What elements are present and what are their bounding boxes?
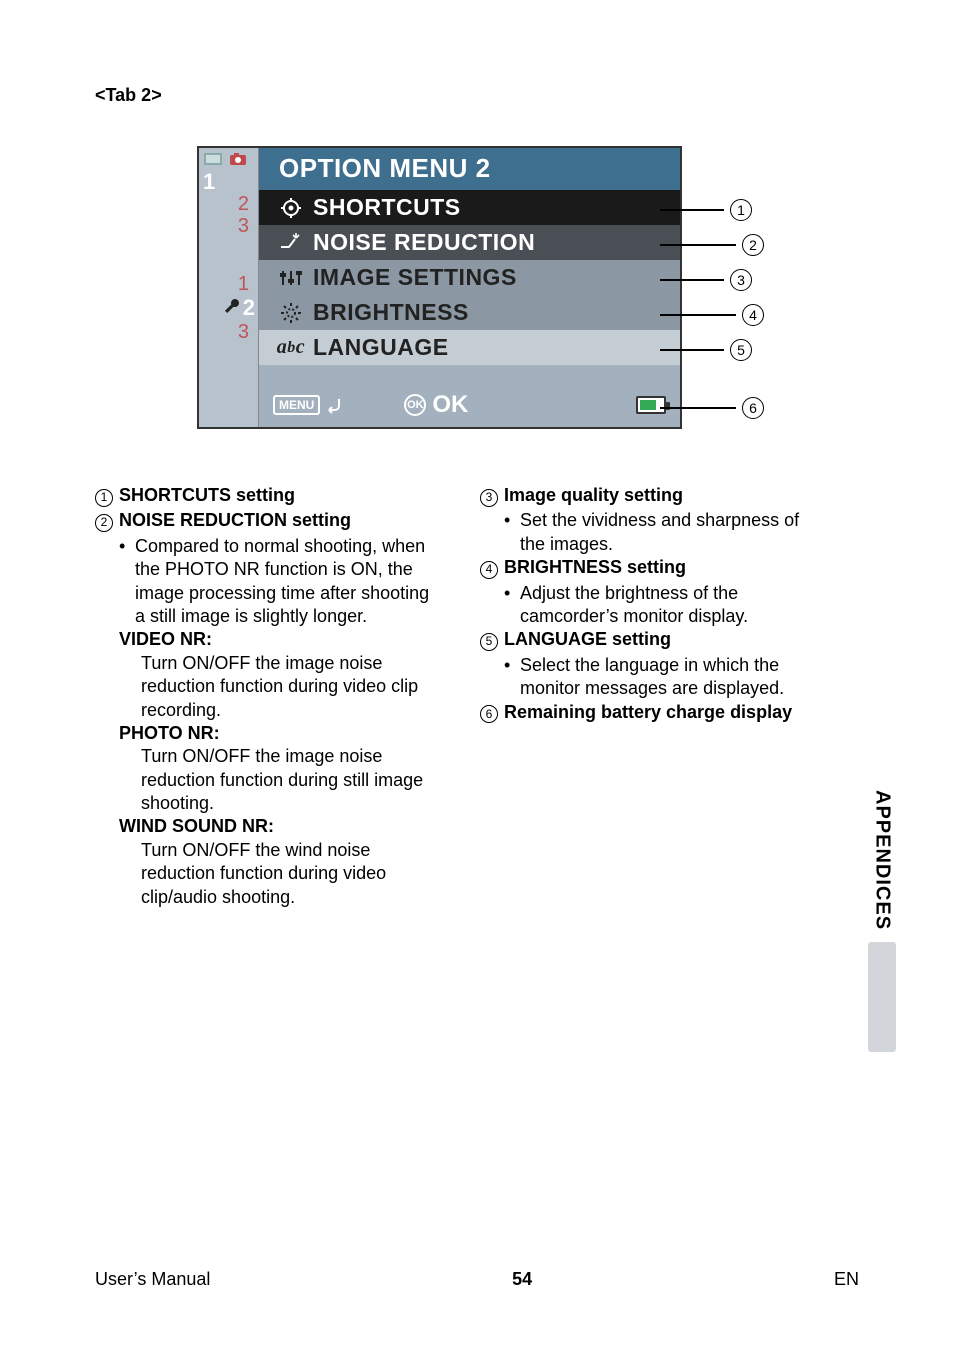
item-title: Image quality setting (504, 485, 683, 505)
bullet-text: Set the vividness and sharpness of the i… (520, 509, 829, 556)
sliders-icon (269, 268, 313, 288)
circled-number: 6 (480, 705, 498, 723)
bullet-text: Adjust the brightness of the camcorder’s… (520, 582, 829, 629)
callout-2: 2 (660, 234, 764, 256)
item-title: BRIGHTNESS setting (504, 557, 686, 577)
circled-number: 2 (95, 514, 113, 532)
lcd-menu-back-hint: MENU (273, 395, 344, 415)
lcd-ok-hint: OK OK (404, 391, 468, 419)
lcd-body: OPTION MENU 2 SHORTCUTS NOISE REDUCTION (259, 148, 680, 427)
language-icon: abc (269, 336, 313, 359)
item-title: Remaining battery charge display (504, 702, 792, 722)
lcd-sidebar-group-1: 1 2 3 (203, 152, 255, 237)
sub-body: Turn ON/OFF the image noise reduction fu… (119, 652, 444, 722)
circled-number: 3 (480, 489, 498, 507)
target-icon (269, 197, 313, 219)
sub-section: WIND SOUND NR: Turn ON/OFF the wind nois… (95, 815, 444, 909)
lcd-menu-label: NOISE REDUCTION (313, 229, 680, 256)
menu-box-icon: MENU (273, 395, 320, 415)
lcd-footer: MENU OK OK (259, 383, 680, 427)
lcd-menu-row-image-settings[interactable]: IMAGE SETTINGS (259, 260, 680, 295)
bullet-line: • Set the vividness and sharpness of the… (480, 509, 829, 556)
callout-6: 6 (660, 397, 764, 419)
lcd-menu-label: LANGUAGE (313, 334, 680, 361)
callout-1: 1 (660, 199, 752, 221)
footer-left: User’s Manual (95, 1269, 210, 1290)
bullet-text: Compared to normal shooting, when the PH… (135, 535, 444, 629)
content-columns: 1 SHORTCUTS setting 2 NOISE REDUCTION se… (95, 484, 859, 909)
right-column: 3 Image quality setting • Set the vividn… (480, 484, 859, 909)
callout-4: 4 (660, 304, 764, 326)
appendices-tab: APPENDICES (868, 790, 896, 1052)
bullet-dot: • (504, 582, 520, 629)
wrench-icon (223, 297, 241, 320)
brightness-icon (269, 302, 313, 324)
lcd-title: OPTION MENU 2 (259, 148, 680, 190)
lcd-menu-row-noise-reduction[interactable]: NOISE REDUCTION (259, 225, 680, 260)
bullet-line: • Compared to normal shooting, when the … (95, 535, 444, 629)
sub-body: Turn ON/OFF the wind noise reduction fun… (119, 839, 444, 909)
callout-5: 5 (660, 339, 752, 361)
lcd-sidebar-group-2: 1 2 3 (203, 273, 255, 343)
item-title: LANGUAGE setting (504, 629, 671, 649)
lcd-sidebar: 1 2 3 1 2 3 (199, 148, 259, 427)
lcd-menu-row-language[interactable]: abc LANGUAGE (259, 330, 680, 365)
lcd-menu-label: SHORTCUTS (313, 194, 680, 221)
sub-body: Turn ON/OFF the image noise reduction fu… (119, 745, 444, 815)
tab-header: <Tab 2> (95, 85, 859, 106)
left-column: 1 SHORTCUTS setting 2 NOISE REDUCTION se… (95, 484, 444, 909)
list-item: 3 Image quality setting (480, 484, 829, 507)
lcd-sidebar-num: 3 (203, 215, 255, 237)
lcd-screenshot: 1 2 3 1 2 3 OPTION MENU 2 (197, 146, 682, 429)
circled-number: 1 (95, 489, 113, 507)
list-item: 6 Remaining battery charge display (480, 701, 829, 724)
list-item: 4 BRIGHTNESS setting (480, 556, 829, 579)
bullet-dot: • (504, 509, 520, 556)
bullet-dot: • (119, 535, 135, 629)
footer-right: EN (834, 1269, 859, 1290)
appendices-tab-block (868, 942, 896, 1052)
bullet-line: • Select the language in which the monit… (480, 654, 829, 701)
lcd-gap (259, 365, 680, 383)
sub-heading: PHOTO NR: (119, 722, 444, 745)
sub-section: PHOTO NR: Turn ON/OFF the image noise re… (95, 722, 444, 816)
bullet-dot: • (504, 654, 520, 701)
camera-icon (229, 152, 247, 171)
circled-number: 4 (480, 561, 498, 579)
bullet-text: Select the language in which the monitor… (520, 654, 829, 701)
lcd-sidebar-num: 1 (203, 273, 255, 295)
lcd-sidebar-num: 2 (203, 193, 255, 215)
list-item: 5 LANGUAGE setting (480, 628, 829, 651)
footer-page-number: 54 (512, 1269, 532, 1290)
lcd-menu-row-shortcuts[interactable]: SHORTCUTS (259, 190, 680, 225)
lcd-menu-label: BRIGHTNESS (313, 299, 680, 326)
lcd-ok-label: OK (432, 391, 468, 419)
item-title: NOISE REDUCTION setting (119, 510, 351, 530)
page-footer: User’s Manual 54 EN (95, 1269, 859, 1290)
ok-circle-icon: OK (404, 394, 426, 416)
list-item: 2 NOISE REDUCTION setting (95, 509, 444, 532)
sub-heading: WIND SOUND NR: (119, 815, 444, 838)
circled-number: 5 (480, 633, 498, 651)
list-item: 1 SHORTCUTS setting (95, 484, 444, 507)
lcd-screenshot-region: 1 2 3 1 2 3 OPTION MENU 2 (197, 146, 757, 429)
callout-3: 3 (660, 269, 752, 291)
lcd-sidebar-num: 1 (203, 169, 221, 194)
appendices-label: APPENDICES (871, 790, 894, 930)
lcd-menu-label: IMAGE SETTINGS (313, 264, 680, 291)
lcd-sidebar-num: 3 (203, 321, 255, 343)
sub-section: VIDEO NR: Turn ON/OFF the image noise re… (95, 628, 444, 722)
bullet-line: • Adjust the brightness of the camcorder… (480, 582, 829, 629)
return-arrow-icon (324, 396, 344, 414)
sub-heading: VIDEO NR: (119, 628, 444, 651)
lcd-menu-row-brightness[interactable]: BRIGHTNESS (259, 295, 680, 330)
lcd-sidebar-num: 2 (243, 295, 255, 321)
item-title: SHORTCUTS setting (119, 485, 295, 505)
noise-reduction-icon (269, 233, 313, 253)
